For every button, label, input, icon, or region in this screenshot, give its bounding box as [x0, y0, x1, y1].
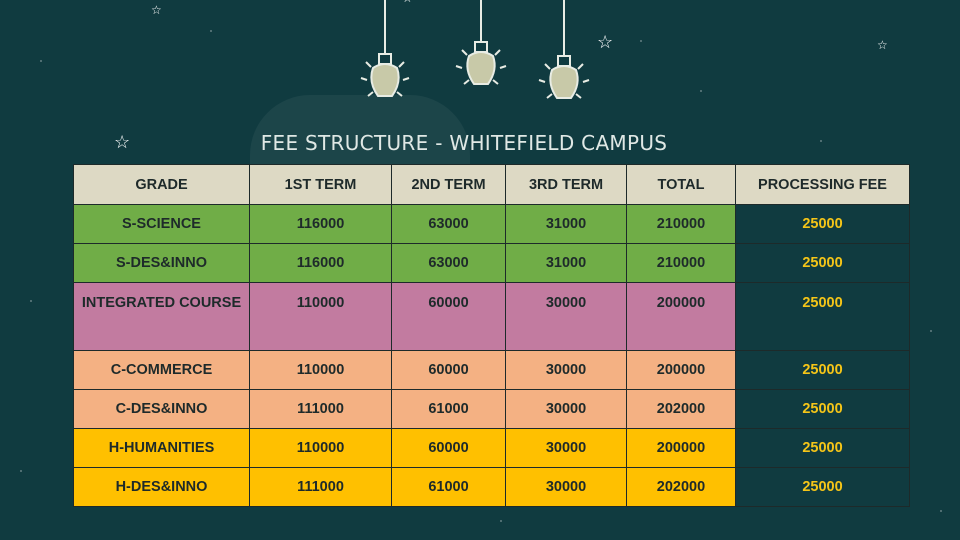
- term3-cell: 30000: [505, 467, 627, 507]
- term1-cell: 116000: [249, 243, 392, 283]
- table-row: INTEGRATED COURSE 110000 60000 30000 200…: [73, 282, 910, 351]
- processing-fee-cell: 25000: [735, 389, 910, 429]
- table-row: C-COMMERCE 110000 60000 30000 200000 250…: [73, 350, 910, 390]
- term3-cell: 30000: [505, 350, 627, 390]
- term2-cell: 63000: [391, 243, 506, 283]
- grade-cell: S-DES&INNO: [73, 243, 250, 283]
- term3-cell: 31000: [505, 243, 627, 283]
- total-cell: 202000: [626, 467, 736, 507]
- light-bulb-icon: [455, 0, 507, 85]
- grade-cell: H-HUMANITIES: [73, 428, 250, 468]
- processing-fee-cell: 25000: [735, 350, 910, 390]
- total-cell: 200000: [626, 350, 736, 390]
- light-bulbs-decoration: [360, 0, 590, 99]
- header-grade: GRADE: [73, 164, 250, 205]
- processing-fee-cell: 25000: [735, 243, 910, 283]
- term3-cell: 30000: [505, 282, 627, 351]
- term1-cell: 111000: [249, 467, 392, 507]
- processing-fee-cell: 25000: [735, 282, 910, 351]
- total-cell: 210000: [626, 204, 736, 244]
- total-cell: 200000: [626, 282, 736, 351]
- term2-cell: 60000: [391, 428, 506, 468]
- star-icon: ☆: [151, 3, 162, 17]
- star-icon: ☆: [114, 132, 131, 152]
- processing-fee-cell: 25000: [735, 467, 910, 507]
- table-row: S-SCIENCE 116000 63000 31000 210000 2500…: [73, 204, 910, 244]
- grade-cell: C-COMMERCE: [73, 350, 250, 390]
- star-icon: ☆: [877, 38, 888, 52]
- header-2nd-term: 2ND TERM: [391, 164, 506, 205]
- header-total: TOTAL: [626, 164, 736, 205]
- grade-cell: S-SCIENCE: [73, 204, 250, 244]
- term1-cell: 116000: [249, 204, 392, 244]
- term3-cell: 30000: [505, 389, 627, 429]
- fee-table: GRADE 1ST TERM 2ND TERM 3RD TERM TOTAL P…: [73, 164, 910, 507]
- table-row: S-DES&INNO 116000 63000 31000 210000 250…: [73, 243, 910, 283]
- table-row: C-DES&INNO 111000 61000 30000 202000 250…: [73, 389, 910, 429]
- term3-cell: 31000: [505, 204, 627, 244]
- grade-cell: INTEGRATED COURSE: [73, 282, 250, 351]
- term1-cell: 110000: [249, 282, 392, 351]
- term2-cell: 60000: [391, 282, 506, 351]
- term1-cell: 110000: [249, 350, 392, 390]
- term1-cell: 110000: [249, 428, 392, 468]
- table-row: H-HUMANITIES 110000 60000 30000 200000 2…: [73, 428, 910, 468]
- term2-cell: 61000: [391, 467, 506, 507]
- total-cell: 210000: [626, 243, 736, 283]
- header-1st-term: 1ST TERM: [249, 164, 392, 205]
- light-bulb-icon: [538, 0, 590, 99]
- light-bulb-icon: [360, 0, 410, 97]
- page-title: FEE STRUCTURE - WHITEFIELD CAMPUS: [260, 131, 668, 156]
- total-cell: 200000: [626, 428, 736, 468]
- table-row: H-DES&INNO 111000 61000 30000 202000 250…: [73, 467, 910, 507]
- star-icon: ☆: [402, 0, 413, 4]
- table-header-row: GRADE 1ST TERM 2ND TERM 3RD TERM TOTAL P…: [73, 164, 910, 205]
- total-cell: 202000: [626, 389, 736, 429]
- term2-cell: 60000: [391, 350, 506, 390]
- processing-fee-cell: 25000: [735, 204, 910, 244]
- grade-cell: C-DES&INNO: [73, 389, 250, 429]
- term1-cell: 111000: [249, 389, 392, 429]
- processing-fee-cell: 25000: [735, 428, 910, 468]
- term2-cell: 63000: [391, 204, 506, 244]
- term2-cell: 61000: [391, 389, 506, 429]
- header-processing-fee: PROCESSING FEE: [735, 164, 910, 205]
- star-icon: ☆: [597, 32, 614, 52]
- term3-cell: 30000: [505, 428, 627, 468]
- header-3rd-term: 3RD TERM: [505, 164, 627, 205]
- grade-cell: H-DES&INNO: [73, 467, 250, 507]
